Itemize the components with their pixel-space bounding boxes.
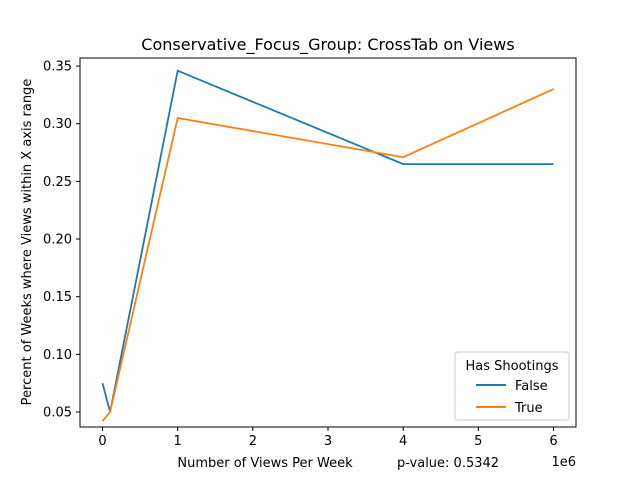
legend-title: Has Shootings	[465, 359, 558, 374]
y-tick-label: 0.10	[43, 348, 72, 363]
y-tick-label: 0.30	[43, 117, 72, 132]
x-tick-label: 1	[174, 434, 182, 449]
legend-label-false: False	[515, 379, 548, 394]
x-tick-label: 0	[98, 434, 106, 449]
x-tick-label: 5	[474, 434, 482, 449]
x-axis: 0 1 2 3 4 5 6	[98, 427, 558, 449]
series-line-false	[101, 69, 554, 413]
plot-frame	[79, 57, 577, 428]
x-tick-label: 3	[324, 434, 332, 449]
y-tick-label: 0.15	[43, 290, 72, 305]
y-axis-label: Percent of Weeks where Views within X ax…	[20, 79, 35, 406]
x-axis-label: Number of Views Per Week	[177, 456, 353, 471]
x-tick-label: 6	[549, 434, 557, 449]
legend: Has Shootings False True	[454, 351, 570, 421]
plot-series	[101, 69, 554, 422]
y-tick-label: 0.25	[43, 175, 72, 190]
y-tick-label: 0.20	[43, 233, 72, 248]
chart-title: Conservative_Focus_Group: CrossTab on Vi…	[141, 35, 514, 55]
series-line-true	[101, 88, 554, 422]
y-axis: 0.05 0.10 0.15 0.20 0.25 0.30 0.35	[43, 60, 80, 421]
x-tick-label: 2	[249, 434, 257, 449]
y-tick-label: 0.35	[43, 60, 72, 75]
x-tick-label: 4	[399, 434, 407, 449]
legend-label-true: True	[514, 401, 543, 416]
y-tick-label: 0.05	[43, 406, 72, 421]
p-value-annotation: p-value: 0.5342	[397, 456, 499, 471]
x-axis-offset-label: 1e6	[551, 455, 576, 470]
legend-frame	[454, 351, 570, 421]
